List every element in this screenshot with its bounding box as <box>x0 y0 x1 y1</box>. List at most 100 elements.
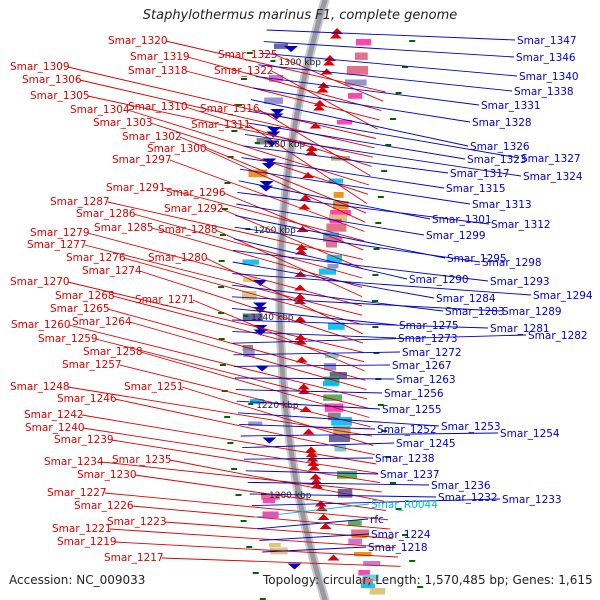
right-label-connector <box>247 481 430 486</box>
left-label-connector <box>187 56 382 112</box>
left-label-connector <box>150 122 369 195</box>
left-gene-label: Smar_1291 <box>106 182 166 194</box>
left-gene-label: Smar_1286 <box>76 208 136 220</box>
track-marker <box>409 560 416 562</box>
backbone-arc-core <box>277 0 328 600</box>
right-label-connector <box>251 498 501 507</box>
right-gene-label: Smar_1317 <box>450 168 510 180</box>
right-gene-label: Smar_1315 <box>446 183 506 195</box>
kbp-tick-label: 1260 kbp <box>253 226 296 236</box>
gene-block <box>328 322 345 330</box>
reverse-gene-arrow <box>284 46 298 52</box>
gene-block <box>326 241 337 248</box>
left-gene-label: Smar_1296 <box>166 187 226 199</box>
forward-gene-arrow <box>295 248 308 255</box>
right-gene-label: Smar_1331 <box>481 100 541 112</box>
left-label-connector <box>169 459 384 502</box>
right-label-connector <box>237 191 490 225</box>
left-label-connector <box>119 364 371 428</box>
track-marker <box>240 520 247 522</box>
left-gene-label: Smar_1240 <box>25 422 85 434</box>
left-gene-label: Smar_1271 <box>135 294 195 306</box>
right-gene-label: Smar_1252 <box>377 424 437 436</box>
track-marker <box>241 78 247 80</box>
right-gene-label: Smar_1272 <box>402 347 462 359</box>
right-label-connector <box>266 29 516 41</box>
track-marker <box>385 144 392 146</box>
track-marker <box>373 352 380 354</box>
left-gene-label: Smar_1287 <box>50 196 110 208</box>
right-gene-label: Smar_1346 <box>516 52 576 64</box>
track-marker <box>218 286 225 288</box>
right-gene-label: Smar_1224 <box>371 529 431 541</box>
gene-block <box>324 376 340 385</box>
right-label-connector <box>234 377 395 380</box>
track-marker <box>246 546 253 548</box>
right-label-connector <box>255 75 480 106</box>
right-label-connector <box>250 99 469 147</box>
topology-summary: Topology: circular; Length: 1,570,485 bp… <box>263 573 593 587</box>
gene-block <box>348 93 363 99</box>
left-gene-label: Smar_1316 <box>200 103 260 115</box>
left-label-connector <box>139 270 364 344</box>
left-gene-label: Smar_1268 <box>55 290 115 302</box>
left-gene-label: Smar_1279 <box>30 227 90 239</box>
right-label-connector <box>241 157 445 189</box>
left-gene-label: Smar_1235 <box>112 454 172 466</box>
gene-block <box>250 399 264 405</box>
gene-block <box>242 259 259 265</box>
right-label-connector <box>231 296 501 312</box>
left-gene-label: Smar_1280 <box>148 252 208 264</box>
right-gene-label: Smar_1313 <box>472 199 532 211</box>
right-gene-label: Smar_1282 <box>528 330 588 342</box>
right-gene-label: Smar_1293 <box>490 276 550 288</box>
track-marker <box>381 170 388 172</box>
left-gene-label: Smar_1242 <box>24 409 84 421</box>
forward-gene-arrow <box>305 149 318 156</box>
left-label-connector <box>221 208 363 270</box>
right-gene-label: Smar_1340 <box>519 71 579 83</box>
gene-block <box>361 583 375 588</box>
left-gene-label: Smar_1246 <box>57 393 117 405</box>
track-marker <box>372 326 379 328</box>
gene-block <box>327 264 339 269</box>
reverse-gene-arrow <box>253 280 268 286</box>
right-gene-label: Smar_1263 <box>396 374 456 386</box>
right-label-connector <box>263 41 515 58</box>
gene-block <box>363 561 381 566</box>
track-marker <box>377 196 384 198</box>
track-marker <box>377 404 384 406</box>
right-label-connector <box>243 457 374 460</box>
track-marker <box>395 92 402 94</box>
gene-block <box>323 394 343 401</box>
left-gene-label: Smar_1305 <box>30 90 90 102</box>
left-gene-label: Smar_1258 <box>83 346 143 358</box>
left-label-connector <box>185 106 372 167</box>
track-marker <box>221 208 228 210</box>
reverse-gene-arrow <box>255 365 270 372</box>
left-gene-label: Smar_1319 <box>130 51 190 63</box>
forward-gene-arrow <box>308 464 320 471</box>
gene-block <box>354 52 368 60</box>
track-marker <box>381 430 388 432</box>
left-gene-label: Smar_1302 <box>122 131 182 143</box>
right-label-connector <box>232 334 527 344</box>
left-label-connector <box>107 201 363 260</box>
right-gene-label: Smar_1254 <box>500 428 560 440</box>
track-marker <box>219 364 226 366</box>
gene-block <box>256 138 271 145</box>
forward-gene-arrow <box>311 482 324 489</box>
forward-gene-arrow <box>294 316 307 322</box>
right-gene-label: Smar_1283 <box>445 306 505 318</box>
gene-block <box>323 237 343 242</box>
left-label-connector <box>82 427 379 474</box>
left-gene-label: Smar_1325 <box>218 49 278 61</box>
right-label-connector <box>232 261 435 299</box>
left-label-connector <box>205 257 363 335</box>
right-label-connector <box>233 249 489 282</box>
gene-block <box>348 538 362 545</box>
left-label-connector <box>104 492 389 521</box>
accession-text: Accession: NC_009033 <box>9 573 146 587</box>
left-gene-label: Smar_1251 <box>124 381 184 393</box>
right-label-connector <box>242 442 395 449</box>
